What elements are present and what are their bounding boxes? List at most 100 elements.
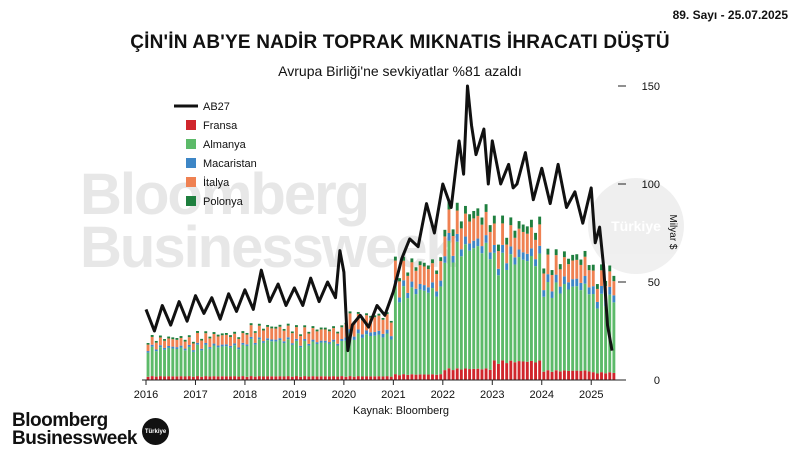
bar-segment (257, 323, 261, 326)
bar-segment (385, 314, 389, 330)
bar-segment (562, 257, 566, 277)
bar-segment (187, 335, 191, 338)
bar-segment (587, 270, 591, 288)
bar-segment (443, 262, 447, 371)
bar-segment (398, 281, 401, 298)
bar-segment (365, 313, 368, 316)
bar-segment (455, 233, 459, 242)
bar-segment (220, 344, 224, 347)
bar-segment (163, 340, 166, 348)
bar-segment (550, 291, 554, 298)
bar-segment (274, 376, 278, 380)
bar-segment (509, 360, 513, 380)
bar-segment (381, 319, 385, 334)
bar-segment (365, 330, 368, 335)
bar-segment (591, 294, 595, 373)
bar-segment (422, 290, 426, 375)
bar-segment (410, 287, 414, 375)
bar-segment (167, 376, 171, 380)
bar-segment (295, 376, 298, 380)
bar-segment (447, 233, 451, 241)
bar-segment (426, 374, 430, 380)
legend-swatch (186, 158, 196, 168)
bar-segment (398, 278, 401, 282)
bar-segment (290, 343, 294, 345)
bar-segment (529, 219, 533, 228)
bar-segment (414, 294, 418, 375)
bar-segment (505, 263, 509, 270)
bar-segment (373, 335, 377, 377)
bar-segment (567, 282, 570, 290)
bar-segment (191, 351, 195, 377)
bar-segment (455, 368, 459, 380)
bar-segment (303, 327, 307, 339)
bar-segment (200, 340, 204, 349)
bar-segment (154, 351, 158, 377)
bar-segment (229, 345, 232, 348)
bar-segment (299, 347, 303, 377)
bar-segment (171, 348, 175, 377)
bar-segment (517, 257, 521, 362)
bar-segment (488, 231, 492, 253)
bar-segment (505, 244, 509, 264)
bar-segment (509, 246, 513, 255)
bar-segment (435, 270, 439, 274)
bar-segment (550, 297, 554, 372)
bar-segment (220, 333, 224, 336)
bar-segment (171, 346, 175, 349)
bar-segment (183, 376, 187, 380)
bar-segment (575, 286, 579, 371)
bar-segment (579, 371, 583, 380)
bar-segment (612, 295, 616, 303)
axes: 2016 2017 2018 2019 2020 2021 2022 2023 2024 2025… (134, 81, 678, 401)
bar-segment (410, 262, 414, 282)
bar-segment (332, 376, 335, 380)
bar-segment (237, 347, 241, 350)
bar-segment (612, 302, 616, 373)
bar-segment (154, 349, 158, 352)
bar-segment (595, 373, 599, 380)
bar-segment (562, 370, 566, 380)
bar-segment (484, 235, 488, 243)
brand-line2: Businessweek (12, 428, 137, 449)
bar-segment (377, 315, 381, 331)
bar-segment (212, 343, 216, 346)
bar-segment (439, 374, 443, 380)
bar-segment (327, 331, 331, 343)
bar-segment (595, 308, 599, 374)
bar-segment (542, 268, 546, 274)
bar-segment (455, 210, 459, 234)
bar-segment (492, 223, 496, 246)
bar-segment (612, 281, 616, 296)
bar-segment (414, 288, 418, 295)
bar-segment (538, 224, 542, 246)
bar-segment (612, 275, 616, 282)
issue-label: 89. Sayı - 25.07.2025 (672, 8, 788, 22)
bar-segment (488, 252, 492, 260)
legend-label: Polonya (203, 196, 244, 208)
bar-segment (393, 256, 397, 261)
bar-segment (311, 341, 315, 377)
bar-segment (525, 253, 529, 262)
bar-segment (608, 372, 612, 380)
bar-segment (525, 226, 529, 234)
bar-segment (179, 376, 183, 380)
bar-segment (233, 343, 237, 346)
bar-segment (158, 335, 162, 338)
brand-logo: Bloomberg Businessweek (12, 411, 137, 449)
bar-segment (327, 329, 331, 332)
bar-segment (484, 204, 488, 212)
bar-segment (200, 338, 204, 341)
bar-segment (579, 259, 583, 265)
bar-segment (212, 332, 216, 334)
bar-segment (290, 344, 294, 377)
bar-segment (381, 317, 385, 320)
bar-segment (558, 293, 562, 372)
bar-segment (521, 252, 525, 260)
bar-segment (229, 336, 232, 346)
bar-segment (418, 261, 422, 266)
bar-segment (270, 339, 274, 342)
bar-segment (303, 338, 307, 341)
bar-segment (431, 259, 434, 264)
bar-segment (459, 228, 463, 250)
